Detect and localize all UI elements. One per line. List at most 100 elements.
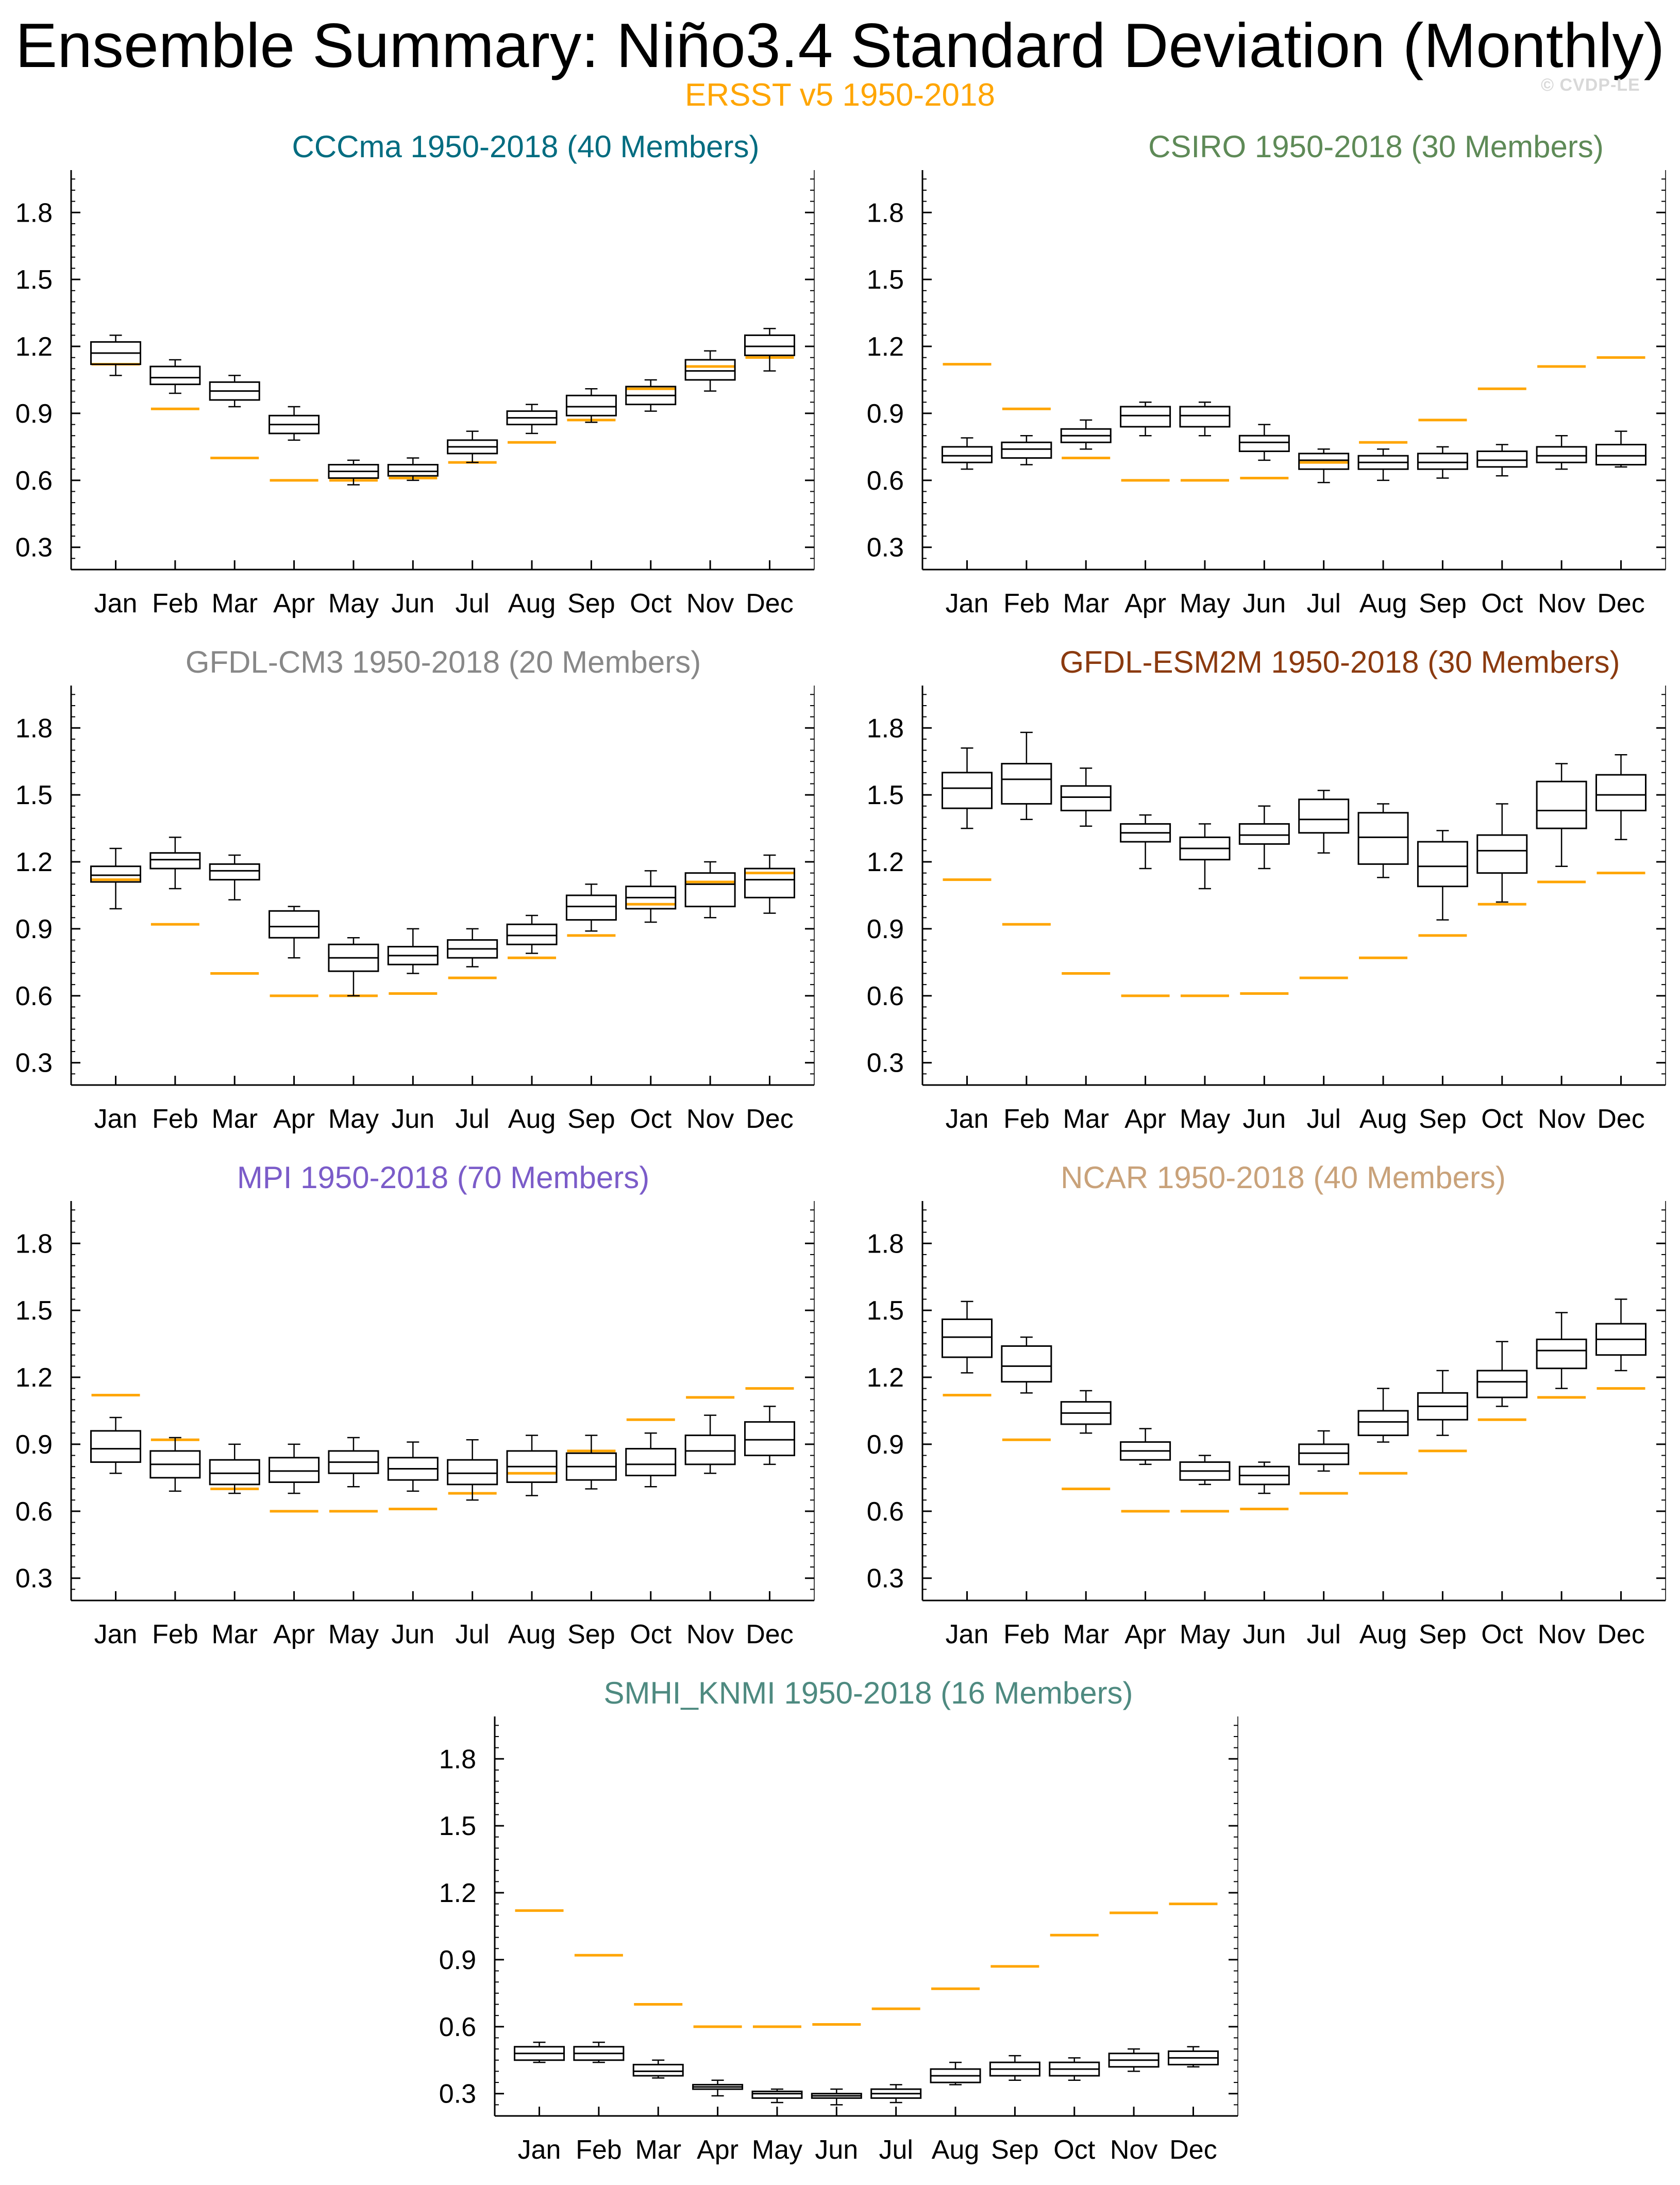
x-tick-label: Jan — [94, 589, 138, 619]
box-dec — [744, 328, 795, 372]
box-jan — [942, 747, 993, 829]
y-tick-label: 0.6 — [15, 466, 53, 496]
box-jun — [811, 2088, 862, 2106]
box-dec — [744, 1406, 795, 1465]
box-oct — [1476, 444, 1528, 477]
box-sep — [1417, 830, 1468, 921]
box-iqr — [1476, 834, 1528, 874]
x-tick-label: Jan — [946, 1620, 989, 1649]
x-tick-label: May — [328, 1104, 379, 1134]
x-tick-label: Aug — [1359, 1620, 1407, 1649]
box-iqr — [447, 1459, 498, 1486]
x-tick-label: Oct — [1481, 1620, 1523, 1649]
x-tick-label: Jul — [455, 1620, 489, 1649]
x-tick-label: Feb — [152, 1104, 198, 1134]
box-iqr — [744, 1421, 795, 1457]
box-iqr — [1001, 763, 1052, 805]
x-tick-label: Aug — [508, 589, 556, 619]
box-aug — [1357, 448, 1409, 481]
box-may — [328, 459, 379, 486]
box-iqr — [1536, 1338, 1587, 1370]
x-tick-label: Jan — [94, 1104, 138, 1134]
box-iqr — [1298, 798, 1350, 834]
x-tick-label: Apr — [273, 1620, 315, 1649]
y-tick-label: 0.6 — [439, 2012, 476, 2042]
x-tick-label: Feb — [1003, 1104, 1050, 1134]
y-tick-label: 0.6 — [867, 981, 904, 1011]
x-tick-label: Jun — [1242, 589, 1286, 619]
y-tick-label: 0.9 — [15, 1430, 53, 1460]
x-tick-label: Apr — [1124, 589, 1166, 619]
chart-panel-3: GFDL-CM3 1950-2018 (20 Members) 0.3 0.6 0.9… — [15, 645, 815, 1134]
box-iqr — [1357, 812, 1409, 865]
y-tick-label: 1.5 — [15, 1296, 53, 1326]
x-tick-label: Jun — [391, 1620, 434, 1649]
x-tick-label: Dec — [1597, 589, 1644, 619]
x-tick-label: Jul — [1306, 1104, 1340, 1134]
box-iqr — [942, 1318, 993, 1358]
box-may — [1179, 1455, 1231, 1486]
y-tick-label: 0.6 — [15, 981, 53, 1011]
box-jun — [1238, 805, 1290, 870]
box-aug — [506, 914, 558, 954]
x-tick-label: Oct — [630, 1620, 671, 1649]
x-tick-label: Jul — [455, 1104, 489, 1134]
chart-panel-4: GFDL-ESM2M 1950-2018 (30 Members) 0.3 0.6 0… — [867, 645, 1666, 1134]
y-tick-label: 1.8 — [867, 1229, 904, 1259]
box-apr — [692, 2079, 744, 2097]
x-tick-label: May — [328, 589, 379, 619]
panel-title: MPI 1950-2018 (70 Members) — [237, 1160, 649, 1195]
box-aug — [1357, 1388, 1409, 1443]
x-tick-label: Jun — [391, 1104, 434, 1134]
box-nov — [684, 1414, 736, 1474]
box-aug — [506, 1435, 558, 1496]
box-mar — [1060, 419, 1112, 450]
y-tick-label: 0.9 — [15, 914, 53, 944]
chart-panel-6: NCAR 1950-2018 (40 Members) 0.3 0.6 0.9 1.2 1… — [867, 1160, 1666, 1649]
box-iqr — [268, 1457, 320, 1483]
y-tick-label: 1.2 — [867, 847, 904, 877]
box-jun — [1238, 424, 1290, 461]
box-iqr — [149, 852, 201, 870]
x-tick-label: Jan — [946, 589, 989, 619]
panel-title: GFDL-CM3 1950-2018 (20 Members) — [186, 645, 701, 679]
x-tick-label: Sep — [567, 1104, 615, 1134]
x-tick-label: Mar — [635, 2135, 681, 2165]
x-tick-label: Sep — [1419, 1620, 1467, 1649]
box-iqr — [1357, 1410, 1409, 1437]
x-tick-label: Apr — [273, 1104, 315, 1134]
x-tick-label: Aug — [508, 1620, 556, 1649]
y-tick-label: 0.3 — [867, 1048, 904, 1078]
box-iqr — [1476, 1370, 1528, 1398]
box-iqr — [1001, 1345, 1052, 1383]
box-jun — [1238, 1461, 1290, 1494]
x-tick-label: Nov — [1538, 589, 1585, 619]
y-tick-label: 1.2 — [15, 847, 53, 877]
x-tick-label: Sep — [1419, 589, 1467, 619]
x-tick-label: Oct — [630, 1104, 671, 1134]
box-nov — [1536, 1312, 1587, 1389]
x-tick-label: Jun — [1242, 1620, 1286, 1649]
x-tick-label: Feb — [152, 589, 198, 619]
y-tick-label: 0.3 — [867, 533, 904, 563]
box-iqr — [1120, 406, 1171, 428]
box-jul — [1298, 1430, 1350, 1472]
box-apr — [268, 1443, 320, 1494]
x-tick-label: May — [752, 2135, 802, 2165]
x-tick-label: Oct — [1481, 1104, 1523, 1134]
y-tick-label: 0.9 — [867, 399, 904, 429]
x-tick-label: Aug — [508, 1104, 556, 1134]
x-tick-label: Dec — [746, 1104, 793, 1134]
panel-title: CCCma 1950-2018 (40 Members) — [292, 129, 759, 164]
box-iqr — [209, 863, 260, 881]
box-iqr — [632, 2063, 684, 2077]
x-tick-label: Jan — [94, 1620, 138, 1649]
box-jul — [447, 928, 498, 968]
x-tick-label: Apr — [1124, 1104, 1166, 1134]
x-tick-label: Oct — [1053, 2135, 1095, 2165]
y-tick-label: 1.8 — [15, 713, 53, 743]
x-tick-label: Feb — [576, 2135, 622, 2165]
x-tick-label: Nov — [686, 589, 734, 619]
box-iqr — [1417, 453, 1468, 470]
